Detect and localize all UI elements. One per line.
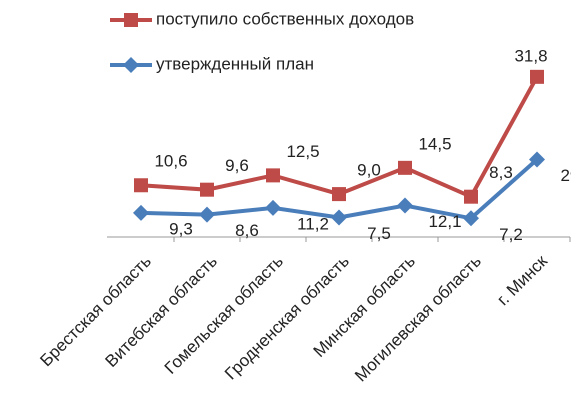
marker (199, 206, 215, 223)
marker (529, 151, 545, 168)
data-label: 8,6 (235, 221, 259, 240)
data-label: 14,5 (418, 134, 451, 153)
data-label: 9,3 (169, 219, 193, 238)
legend-label: утвержденный план (156, 54, 314, 73)
marker (123, 57, 139, 73)
data-label: 11,2 (297, 214, 329, 233)
series-line (140, 75, 539, 200)
marker (530, 69, 544, 84)
x-tick-label: Гомельская область (161, 251, 287, 377)
marker (398, 160, 412, 175)
data-label: 10,6 (154, 152, 187, 171)
x-tick-label: г. Минск (493, 251, 551, 309)
marker (200, 182, 214, 197)
data-label: 8,3 (489, 163, 513, 182)
legend-label: поступило собственных доходов (156, 9, 414, 28)
data-label: 7,2 (499, 225, 523, 244)
x-tick-label: Могилевская область (351, 251, 485, 385)
data-label: 12,5 (286, 142, 319, 161)
marker (332, 187, 346, 202)
marker (134, 178, 148, 193)
data-label: 29,8 (560, 166, 571, 185)
marker (266, 168, 280, 183)
marker (463, 210, 479, 227)
x-tick-label: Витебская область (102, 251, 222, 371)
marker (265, 199, 281, 216)
x-tick-label: Гродненская область (221, 251, 353, 383)
marker (331, 209, 347, 226)
data-label: 9,0 (357, 161, 381, 180)
data-label: 31,8 (514, 46, 547, 65)
data-label: 9,6 (225, 156, 249, 175)
marker (133, 204, 149, 221)
marker (124, 13, 138, 27)
x-tick-label: Брестская область (36, 251, 155, 370)
data-label: 12,1 (428, 212, 461, 231)
data-label: 7,5 (367, 224, 391, 243)
marker (464, 189, 478, 204)
marker (397, 197, 413, 214)
